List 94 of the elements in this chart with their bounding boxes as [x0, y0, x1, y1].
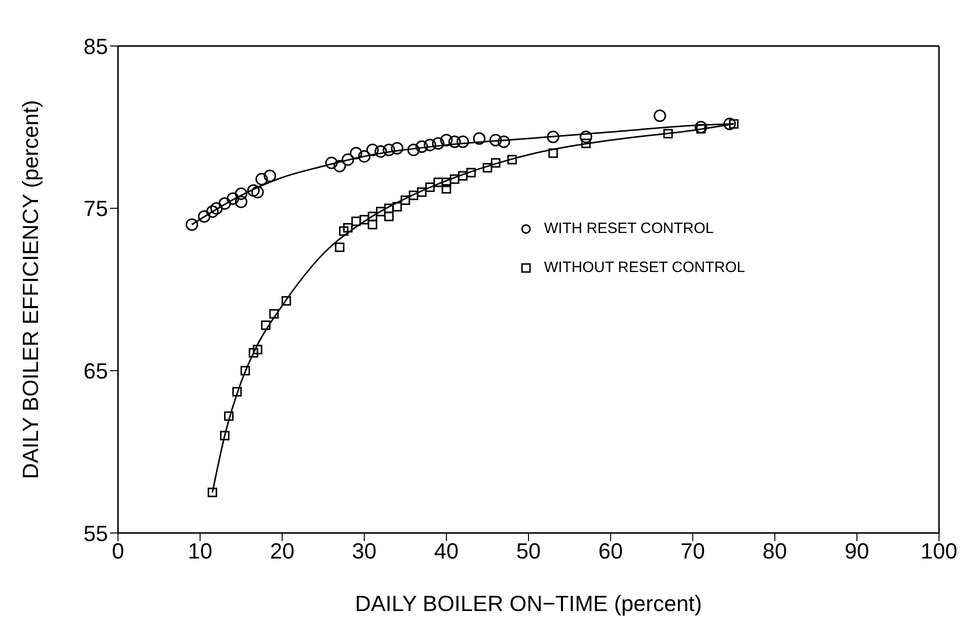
point	[663, 128, 673, 138]
point	[489, 134, 502, 146]
point	[466, 168, 476, 178]
point	[654, 110, 666, 122]
point	[208, 488, 218, 498]
point	[248, 348, 258, 358]
x-tick-label: 50	[516, 538, 541, 564]
point	[490, 158, 500, 168]
point	[408, 190, 418, 200]
point	[442, 184, 452, 194]
point	[220, 430, 230, 440]
point	[232, 387, 242, 397]
y-axis-title: DAILY BOILER EFFICIENCY (percent)	[18, 100, 43, 480]
point	[417, 187, 427, 197]
point	[218, 197, 231, 210]
point	[333, 160, 346, 172]
point	[442, 178, 452, 188]
point	[339, 226, 349, 236]
point	[424, 138, 436, 152]
point	[374, 145, 387, 158]
point	[696, 124, 706, 134]
point	[358, 150, 371, 163]
y-tick-label: 65	[84, 358, 108, 384]
point	[234, 187, 248, 200]
x-tick-label: 70	[680, 538, 705, 564]
point	[498, 136, 510, 148]
point	[247, 184, 260, 197]
point	[390, 142, 404, 155]
point	[264, 170, 276, 182]
point	[581, 138, 591, 148]
point	[351, 216, 361, 226]
x-tick-label: 40	[434, 538, 459, 564]
point	[186, 218, 198, 231]
point	[433, 178, 443, 188]
point	[425, 182, 435, 192]
point	[226, 192, 240, 205]
point	[392, 202, 402, 212]
point	[580, 130, 592, 144]
point	[448, 136, 461, 148]
point	[456, 136, 470, 148]
y-tick-label: 85	[84, 34, 108, 59]
x-tick-label: 90	[844, 538, 870, 564]
point	[440, 134, 453, 146]
point	[360, 214, 370, 224]
point	[210, 202, 223, 215]
point	[458, 171, 468, 181]
point	[400, 195, 410, 205]
point	[384, 212, 394, 222]
point	[507, 154, 517, 164]
point	[368, 212, 378, 222]
point	[251, 186, 264, 198]
x-tick-label: 30	[352, 538, 377, 564]
point	[432, 137, 444, 150]
point	[343, 223, 353, 233]
y-tick-label: 75	[84, 196, 108, 222]
point	[342, 153, 354, 166]
point	[350, 146, 362, 160]
legend-label: WITHOUT RESET CONTROL	[544, 259, 746, 276]
point	[198, 210, 210, 223]
x-tick-label: 80	[762, 538, 788, 564]
x-tick-label: 100	[920, 538, 958, 564]
point	[548, 148, 558, 158]
point	[416, 140, 428, 153]
point	[382, 144, 396, 156]
point	[255, 172, 268, 186]
point	[546, 130, 560, 144]
point	[252, 344, 262, 354]
point	[472, 132, 486, 145]
x-tick-label: 60	[598, 538, 623, 564]
point	[694, 120, 708, 134]
point	[482, 163, 492, 172]
x-tick-label: 0	[112, 538, 124, 564]
x-tick-label: 20	[270, 538, 294, 564]
point	[224, 411, 234, 421]
point	[206, 205, 219, 218]
point	[282, 296, 292, 306]
point	[366, 144, 379, 156]
x-axis-title: DAILY BOILER ON−TIME (percent)	[354, 591, 702, 616]
point	[261, 320, 271, 330]
point	[376, 206, 386, 216]
point	[368, 220, 378, 230]
point	[325, 156, 338, 170]
point	[729, 119, 738, 129]
legend-label: WITH RESET CONTROL	[544, 220, 714, 237]
x-tick-label: 10	[188, 538, 212, 564]
point	[269, 309, 279, 319]
point	[240, 366, 250, 376]
point	[723, 118, 736, 130]
point	[334, 242, 344, 252]
point	[384, 204, 394, 214]
point	[407, 144, 420, 156]
y-tick-label: 55	[84, 520, 108, 546]
point	[234, 196, 248, 208]
point	[450, 174, 460, 184]
